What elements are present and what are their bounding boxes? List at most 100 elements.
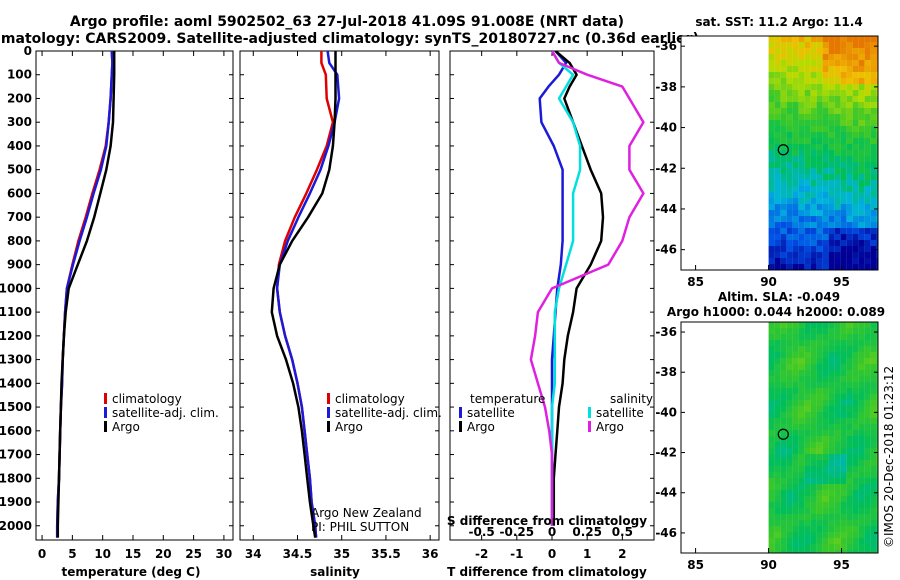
map-cell [810,328,817,334]
map-cell [822,544,829,550]
map-cell [876,72,878,78]
map-cell [798,358,805,364]
map-cell [804,162,811,168]
map-cell [864,126,871,132]
map-cell [828,258,835,264]
map-cell [846,84,853,90]
map-cell [810,36,817,42]
map-cell [870,430,877,436]
map-cell [804,222,811,228]
map-cell [780,466,787,472]
map-cell [774,114,781,120]
map-cell [840,132,847,138]
map-cell [864,240,871,246]
map-cell [822,550,829,553]
map-cell [846,358,853,364]
map-cell [810,514,817,520]
map-cell [786,490,793,496]
map-cell [810,388,817,394]
map-cell [780,382,787,388]
map-cell [804,328,811,334]
map-cell [774,192,781,198]
map-cell [786,234,793,240]
map-cell [858,48,865,54]
map-cell [858,370,865,376]
map-cell [768,108,775,114]
map-cell [804,496,811,502]
map-cell [864,442,871,448]
map-cell [804,210,811,216]
lat-tick-label: -40 [655,121,677,135]
map-cell [792,478,799,484]
map-cell [810,484,817,490]
map-cell [834,520,841,526]
map-cell [870,180,877,186]
map-cell [858,240,865,246]
map-cell [876,418,878,424]
map-cell [828,322,835,328]
map-cell [858,424,865,430]
map-cell [834,138,841,144]
map-cell [792,382,799,388]
map-cell [786,550,793,553]
depth-tick-label: 1700 [0,448,32,462]
map-cell [864,60,871,66]
map-cell [816,550,823,553]
map-cell [792,114,799,120]
map-cell [840,448,847,454]
map-cell [804,192,811,198]
map-cell [798,210,805,216]
map-cell [810,264,817,270]
map-cell [810,424,817,430]
map-cell [786,448,793,454]
map-cell [858,514,865,520]
map-cell [870,490,877,496]
map-cell [828,150,835,156]
map-cell [864,532,871,538]
map-cell [792,508,799,514]
map-cell [858,352,865,358]
map-cell [846,234,853,240]
map-cell [834,108,841,114]
map-cell [828,346,835,352]
map-cell [876,502,878,508]
map-cell [834,466,841,472]
map-cell [798,322,805,328]
map-cell [858,66,865,72]
map-cell [846,36,853,42]
map-cell [792,346,799,352]
map-cell [876,364,878,370]
map-cell [804,126,811,132]
map-cell [822,228,829,234]
map-cell [822,472,829,478]
map-cell [798,72,805,78]
map-cell [816,394,823,400]
map-cell [840,150,847,156]
map-cell [870,472,877,478]
map-cell [786,346,793,352]
map-cell [858,36,865,42]
map-cell [852,442,859,448]
map-cell [846,394,853,400]
map-cell [804,424,811,430]
map-cell [786,328,793,334]
series-line-argo [56,51,116,538]
map-cell [798,144,805,150]
map-cell [780,102,787,108]
map-cell [852,210,859,216]
map-cell [870,258,877,264]
map-cell [786,430,793,436]
map-cell [810,168,817,174]
map-cell [822,538,829,544]
map-cell [804,478,811,484]
map-cell [786,246,793,252]
map-cell [774,526,781,532]
map-cell [870,240,877,246]
map-cell [852,180,859,186]
map-cell [846,60,853,66]
map-cell [870,394,877,400]
map-cell [804,490,811,496]
map-cell [840,442,847,448]
map-cell [774,358,781,364]
map-cell [816,382,823,388]
